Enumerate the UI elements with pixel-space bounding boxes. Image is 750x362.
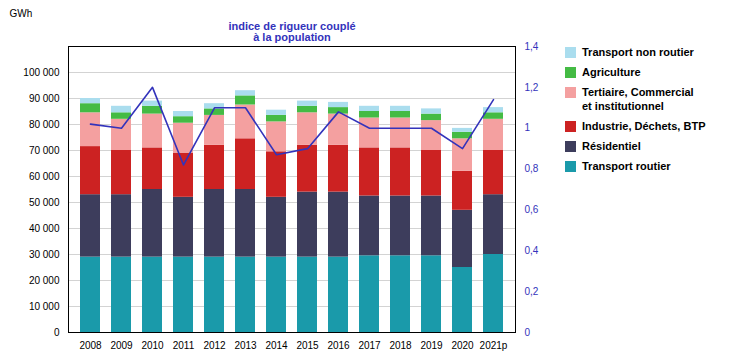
svg-text:2019: 2019: [420, 340, 443, 351]
html-text:Transport non routier: Transport non routier: [582, 46, 694, 58]
svg-text:0,2: 0,2: [525, 286, 539, 297]
svg-text:0,4: 0,4: [525, 245, 539, 256]
svg-text:indice de rigueur coupléà la p: indice de rigueur coupléà la population: [228, 20, 355, 43]
html-text:Agriculture: Agriculture: [582, 66, 641, 79]
svg-text:2020: 2020: [451, 340, 474, 351]
svg-text:2012: 2012: [203, 340, 226, 351]
svg-text:20 000: 20 000: [29, 275, 60, 286]
svg-text:1,2: 1,2: [525, 82, 539, 93]
svg-text:0,8: 0,8: [525, 163, 539, 174]
svg-text:2008: 2008: [79, 340, 102, 351]
svg-text:2017: 2017: [358, 340, 381, 351]
svg-text:10 000: 10 000: [29, 301, 60, 312]
svg-text:1,4: 1,4: [525, 41, 539, 52]
svg-text:100 000: 100 000: [23, 67, 60, 78]
svg-text:2013: 2013: [234, 340, 257, 351]
svg-text:80 000: 80 000: [29, 119, 60, 130]
svg-text:2011: 2011: [173, 340, 195, 351]
html-text:Résidentiel: Résidentiel: [582, 139, 641, 152]
svg-text:0: 0: [525, 327, 531, 338]
svg-text:0: 0: [54, 327, 60, 338]
svg-text:2021p: 2021p: [480, 340, 508, 351]
svg-text:1: 1: [525, 122, 531, 133]
svg-text:2016: 2016: [327, 340, 350, 351]
svg-text:2014: 2014: [265, 340, 288, 351]
svg-text:70 000: 70 000: [29, 145, 60, 156]
svg-text:2009: 2009: [110, 340, 133, 351]
html-text:Transport routier: Transport routier: [582, 160, 671, 173]
html-text:Tertiaire, Commercial et insti: Tertiaire, Commercial et institutionnel: [582, 86, 694, 112]
svg-text:90 000: 90 000: [29, 93, 60, 104]
svg-text:2010: 2010: [141, 340, 164, 351]
svg-text:2015: 2015: [296, 340, 319, 351]
svg-text:60 000: 60 000: [29, 171, 60, 182]
svg-text:50 000: 50 000: [29, 197, 60, 208]
svg-text:30 000: 30 000: [29, 249, 60, 260]
svg-text:0,6: 0,6: [525, 204, 539, 215]
svg-text:2018: 2018: [389, 340, 412, 351]
html-text:Industrie, Déchets, BTP: Industrie, Déchets, BTP: [582, 119, 706, 132]
svg-text:40 000: 40 000: [29, 223, 60, 234]
svg-text:GWh: GWh: [10, 8, 33, 19]
